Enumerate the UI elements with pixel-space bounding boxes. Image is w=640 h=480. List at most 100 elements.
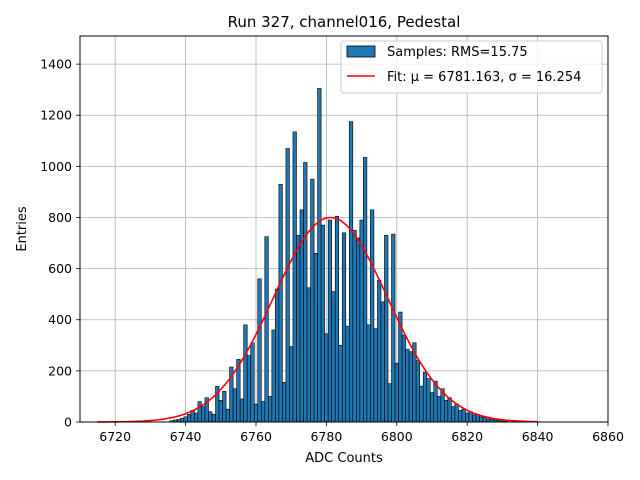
histogram-bar (422, 371, 428, 423)
histogram-bar (201, 406, 206, 423)
histogram-bar (352, 229, 357, 423)
histogram-bar (183, 416, 188, 423)
histogram-bar (303, 162, 308, 423)
histogram-bar (250, 342, 255, 423)
legend-box (340, 40, 603, 94)
histogram-bar (190, 410, 195, 423)
histogram-bar (444, 399, 449, 423)
x-tick-label: 6780 (310, 429, 342, 444)
histogram-bar (356, 237, 361, 423)
histogram-bar (260, 401, 266, 423)
histogram-bar (268, 396, 273, 423)
histogram-bar (482, 417, 487, 423)
histogram-bar (246, 355, 252, 423)
histogram-bar (211, 414, 216, 423)
histogram-bar (320, 224, 325, 423)
histogram-bar (257, 278, 262, 423)
histogram-bar (366, 324, 371, 423)
chart-title: Run 327, channel016, Pedestal (228, 13, 461, 31)
histogram-bar (454, 403, 459, 423)
legend-samples-swatch (346, 45, 376, 58)
histogram-bar (225, 408, 230, 423)
histogram-bar (341, 232, 347, 423)
y-tick-label: 200 (48, 363, 72, 378)
y-tick-label: 1400 (40, 57, 72, 72)
histogram-bar (419, 385, 424, 423)
y-tick-label: 0 (64, 415, 72, 430)
y-tick-label: 600 (48, 261, 72, 276)
histogram-bar (180, 417, 185, 423)
histogram-bar (289, 346, 294, 423)
gaussian-fit-layer (97, 216, 538, 423)
histogram-bar (334, 215, 340, 423)
x-axis-ticks: 6720 6740 6760 6780 6800 6820 6840 6860 (99, 422, 624, 444)
histogram-bar (458, 410, 463, 423)
histogram-bar (218, 399, 223, 423)
histogram-bar (271, 329, 276, 423)
histogram-bar (387, 383, 392, 423)
histogram-bar (426, 378, 431, 423)
x-tick-label: 6800 (381, 429, 413, 444)
histogram-bar (401, 334, 406, 423)
histogram-bar (338, 345, 343, 423)
histogram-bar (197, 401, 202, 423)
x-tick-label: 6860 (592, 429, 624, 444)
histogram-bar (465, 412, 470, 423)
histogram-bar (253, 403, 259, 423)
x-tick-label: 6740 (170, 429, 202, 444)
y-tick-label: 1000 (40, 159, 72, 174)
plot-area-frame (79, 35, 609, 423)
histogram-bar (345, 325, 350, 423)
histogram-bar (327, 219, 332, 423)
histogram-bar (359, 219, 364, 423)
histogram-bar (394, 362, 399, 423)
histogram-bar (380, 301, 385, 423)
y-axis-label: Entries (15, 206, 30, 252)
histogram-bar (348, 121, 354, 423)
histogram-bar (433, 380, 438, 423)
y-axis-ticks: 0 200 400 600 800 1000 1200 1400 (40, 57, 80, 430)
histogram-bar (461, 408, 466, 423)
histogram-bar (194, 412, 199, 423)
histogram-bar (468, 411, 473, 423)
y-tick-label: 1200 (40, 108, 72, 123)
x-tick-label: 6720 (99, 429, 131, 444)
gaussian-fit-line (97, 216, 538, 423)
histogram-bar (306, 287, 311, 423)
histogram-bar (275, 288, 280, 423)
x-axis-label: ADC Counts (305, 451, 383, 466)
histogram-bar (264, 236, 269, 423)
x-tick-label: 6820 (451, 429, 483, 444)
histogram-bar (384, 235, 389, 423)
histogram-bars (169, 88, 508, 423)
y-tick-label: 400 (48, 312, 72, 327)
histogram-bar (317, 88, 322, 423)
histogram-bar (296, 235, 301, 423)
histogram-bar (285, 148, 290, 423)
histogram-bar (239, 398, 244, 423)
histogram-bar (310, 178, 315, 423)
histogram-bar (331, 291, 336, 423)
histogram-bar (232, 388, 237, 423)
histogram-bar (243, 324, 248, 423)
y-tick-label: 800 (48, 210, 72, 225)
histogram-bar (377, 279, 382, 423)
legend: Samples: RMS=15.75 Fit: μ = 6781.163, σ … (340, 40, 603, 94)
histogram-bar (370, 209, 375, 423)
histogram-bar (292, 131, 297, 423)
histogram-bar (479, 416, 484, 423)
histogram-bar (324, 333, 329, 423)
legend-fit-label: Fit: μ = 6781.163, σ = 16.254 (387, 70, 581, 85)
histogram-bar (472, 414, 477, 423)
histogram-bar (429, 392, 435, 423)
histogram-bar (313, 252, 318, 423)
histogram-bar (187, 414, 192, 423)
histogram-bar (451, 406, 456, 423)
histogram-bar (363, 157, 368, 423)
histogram-bar (415, 360, 420, 423)
x-tick-label: 6840 (522, 429, 554, 444)
histogram-bar (373, 328, 378, 423)
histogram-bar (278, 183, 283, 423)
histogram-bar (391, 233, 396, 423)
